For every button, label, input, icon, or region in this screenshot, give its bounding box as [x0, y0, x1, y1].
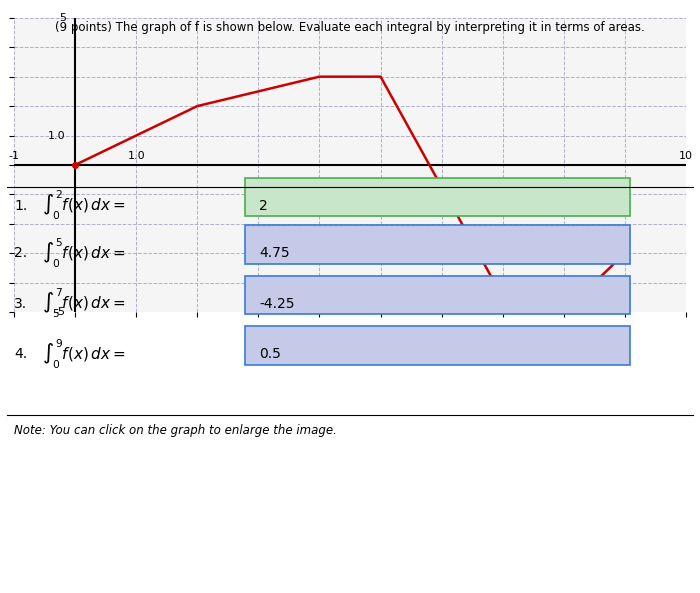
Text: 2: 2	[259, 199, 267, 213]
Text: 1.0: 1.0	[127, 151, 145, 161]
Text: 4.: 4.	[14, 347, 27, 361]
Text: Note: You can click on the graph to enlarge the image.: Note: You can click on the graph to enla…	[14, 424, 337, 437]
Text: 1.: 1.	[14, 199, 27, 213]
Text: (9 points) The graph of f is shown below. Evaluate each integral by interpreting: (9 points) The graph of f is shown below…	[55, 21, 645, 34]
Text: 2.: 2.	[14, 246, 27, 260]
Text: -5: -5	[55, 307, 66, 317]
Text: 0.5: 0.5	[259, 347, 281, 361]
Text: $\int_{0}^{9} f(x)\,dx = $: $\int_{0}^{9} f(x)\,dx = $	[42, 337, 125, 371]
Text: $\int_{0}^{5} f(x)\,dx = $: $\int_{0}^{5} f(x)\,dx = $	[42, 237, 125, 270]
Text: -1: -1	[8, 151, 20, 161]
Text: 5: 5	[59, 13, 66, 23]
Text: 3.: 3.	[14, 296, 27, 311]
Text: 4.75: 4.75	[259, 246, 290, 260]
Text: -4.25: -4.25	[259, 296, 295, 311]
Text: $\int_{5}^{7} f(x)\,dx = $: $\int_{5}^{7} f(x)\,dx = $	[42, 287, 125, 320]
Text: $\int_{0}^{2} f(x)\,dx = $: $\int_{0}^{2} f(x)\,dx = $	[42, 189, 125, 222]
Text: 10: 10	[679, 151, 693, 161]
Text: 1.0: 1.0	[48, 130, 66, 141]
